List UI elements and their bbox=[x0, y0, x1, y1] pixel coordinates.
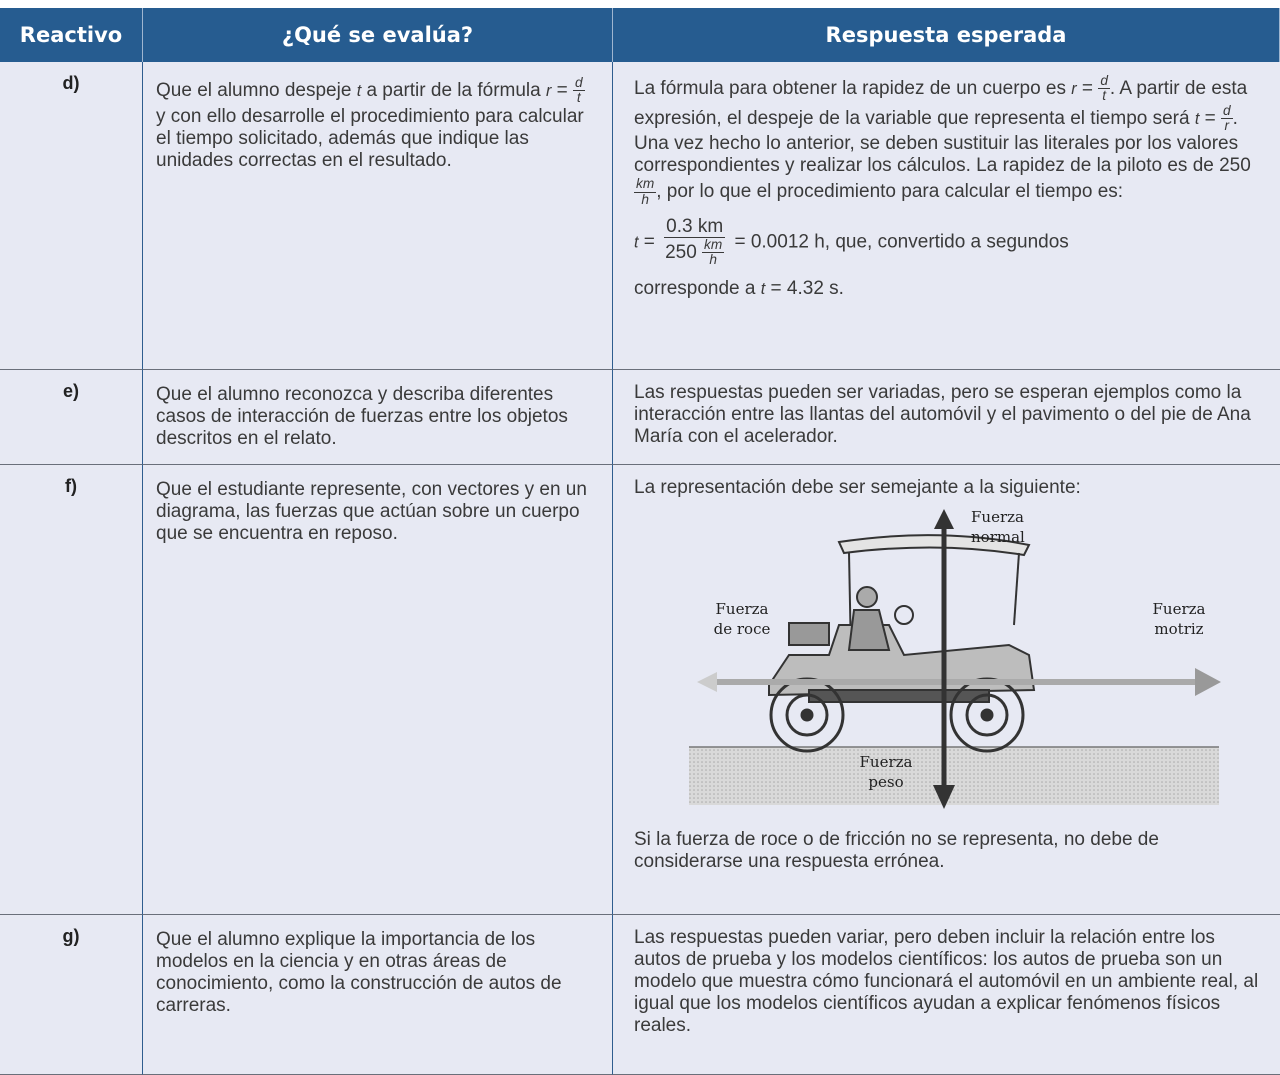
evaluation-cell: Que el alumno reconozca y describa difer… bbox=[143, 370, 613, 465]
table: Reactivo ¿Qué se evalúa? Respuesta esperad… bbox=[0, 8, 1280, 1075]
ground bbox=[689, 747, 1219, 805]
paragraph: Que el alumno despeje t a partir de la f… bbox=[156, 75, 594, 172]
column-header: Respuesta esperada bbox=[613, 8, 1280, 62]
numerator: 0.3 km bbox=[664, 216, 726, 239]
text: km bbox=[704, 237, 723, 253]
denominator: t bbox=[573, 91, 585, 105]
text: d bbox=[1223, 102, 1231, 118]
text: h bbox=[641, 191, 649, 207]
denominator: h bbox=[702, 253, 724, 267]
fraction: km h bbox=[702, 237, 725, 268]
paragraph: Que el estudiante represente, con vector… bbox=[156, 479, 594, 545]
numerator: d bbox=[1098, 73, 1110, 90]
text: Si la fuerza de roce o de fricción no se… bbox=[634, 829, 1159, 872]
variable: t bbox=[356, 81, 362, 100]
text: km bbox=[636, 176, 655, 192]
force-label: Fuerza bbox=[860, 753, 913, 771]
text: Que el alumno explique la importancia de… bbox=[156, 929, 562, 1016]
text: = bbox=[638, 231, 661, 253]
vertical-arrow bbox=[933, 509, 955, 809]
force-label: Fuerza bbox=[971, 508, 1024, 526]
evaluation-cell: Que el estudiante represente, con vector… bbox=[143, 465, 613, 915]
text: d bbox=[1100, 73, 1108, 88]
text: Que el alumno despeje bbox=[156, 79, 357, 101]
text: = bbox=[551, 79, 574, 101]
text: . Una vez hecho lo anterior, se deben su… bbox=[634, 107, 1251, 177]
answer-cell: La representación debe ser semejante a l… bbox=[613, 465, 1280, 915]
paragraph: La representación debe ser semejante a l… bbox=[634, 477, 1266, 499]
numerator: km bbox=[702, 237, 725, 254]
paragraph: Las respuestas pueden variar, pero deben… bbox=[634, 927, 1266, 1037]
paragraph: Que el alumno explique la importancia de… bbox=[156, 929, 594, 1017]
text: = bbox=[1199, 107, 1221, 129]
answer-cell: Las respuestas pueden variar, pero deben… bbox=[613, 915, 1280, 1075]
denominator: r bbox=[1221, 118, 1233, 134]
column-header: Reactivo bbox=[0, 8, 143, 62]
text: corresponde a bbox=[634, 277, 761, 299]
fraction: 0.3 km 250 km h bbox=[664, 216, 726, 268]
variable: r bbox=[546, 81, 552, 100]
text: = bbox=[1076, 77, 1099, 99]
row-id: f) bbox=[0, 465, 143, 915]
column-header: ¿Qué se evalúa? bbox=[143, 8, 613, 62]
paragraph: corresponde a t = 4.32 s. bbox=[634, 278, 1266, 300]
row-id: g) bbox=[0, 915, 143, 1075]
text: La fórmula para obtener la rapidez de un… bbox=[634, 77, 1072, 99]
text: 0.3 km bbox=[666, 216, 724, 238]
force-label: Fuerza bbox=[1153, 600, 1206, 618]
text: . A partir de esta expresión, el despeje… bbox=[634, 77, 1248, 129]
row-id: e) bbox=[0, 370, 143, 465]
force-label: peso bbox=[868, 773, 903, 791]
variable: t bbox=[634, 233, 639, 252]
numerator: km bbox=[634, 176, 657, 193]
text: La representación debe ser semejante a l… bbox=[634, 477, 1081, 498]
text: t bbox=[1102, 88, 1107, 104]
paragraph: Si la fuerza de roce o de fricción no se… bbox=[634, 829, 1266, 873]
text: Las respuestas pueden ser variadas, pero… bbox=[634, 382, 1251, 447]
denominator: t bbox=[1098, 89, 1110, 103]
evaluation-cell: Que el alumno explique la importancia de… bbox=[143, 915, 613, 1075]
numerator: d bbox=[1221, 102, 1233, 120]
answer-cell: La fórmula para obtener la rapidez de un… bbox=[613, 62, 1280, 370]
variable: r bbox=[1071, 79, 1077, 98]
text: a partir de la fórmula bbox=[361, 79, 546, 101]
paragraph: Que el alumno reconozca y describa difer… bbox=[156, 384, 594, 450]
horizontal-arrow bbox=[697, 668, 1221, 696]
text: t bbox=[576, 90, 581, 106]
text: h bbox=[709, 252, 717, 268]
paragraph: t = 0.3 km 250 km h = 0.0012 h, que, conve… bbox=[634, 213, 1266, 272]
denominator: 250 km h bbox=[664, 237, 725, 268]
text: Que el estudiante represente, con vector… bbox=[156, 479, 587, 544]
variable: t bbox=[760, 279, 766, 298]
force-label: motriz bbox=[1154, 620, 1203, 638]
text: = 0.0012 h, que, convertido a segundos bbox=[729, 231, 1069, 253]
text: = 4.32 s. bbox=[765, 277, 844, 299]
variable: t bbox=[1194, 109, 1200, 128]
evaluation-cell: Que el alumno despeje t a partir de la f… bbox=[143, 62, 613, 370]
force-label: normal bbox=[971, 528, 1025, 546]
row-id: d) bbox=[0, 62, 143, 370]
paragraph: La fórmula para obtener la rapidez de un… bbox=[634, 73, 1266, 207]
force-diagram: Fuerza normal Fuerza de roce Fuerza motriz Fue… bbox=[689, 508, 1221, 809]
fraction: km h bbox=[634, 176, 657, 207]
text: d bbox=[575, 75, 583, 90]
text: 250 bbox=[665, 241, 703, 263]
force-label: Fuerza bbox=[716, 600, 769, 618]
denominator: h bbox=[634, 191, 656, 207]
paragraph: Las respuestas pueden ser variadas, pero… bbox=[634, 382, 1266, 448]
force-label: de roce bbox=[714, 620, 771, 638]
text: , por lo que el procedimiento para calcu… bbox=[656, 181, 1124, 203]
text: y con ello desarrolle el procedimiento p… bbox=[156, 105, 584, 171]
text: Las respuestas pueden variar, pero deben… bbox=[634, 927, 1259, 1036]
answer-cell: Las respuestas pueden ser variadas, pero… bbox=[613, 370, 1280, 465]
numerator: d bbox=[573, 75, 585, 92]
car bbox=[768, 534, 1036, 703]
text: Que el alumno reconozca y describa difer… bbox=[156, 384, 568, 449]
text: r bbox=[1224, 118, 1230, 134]
